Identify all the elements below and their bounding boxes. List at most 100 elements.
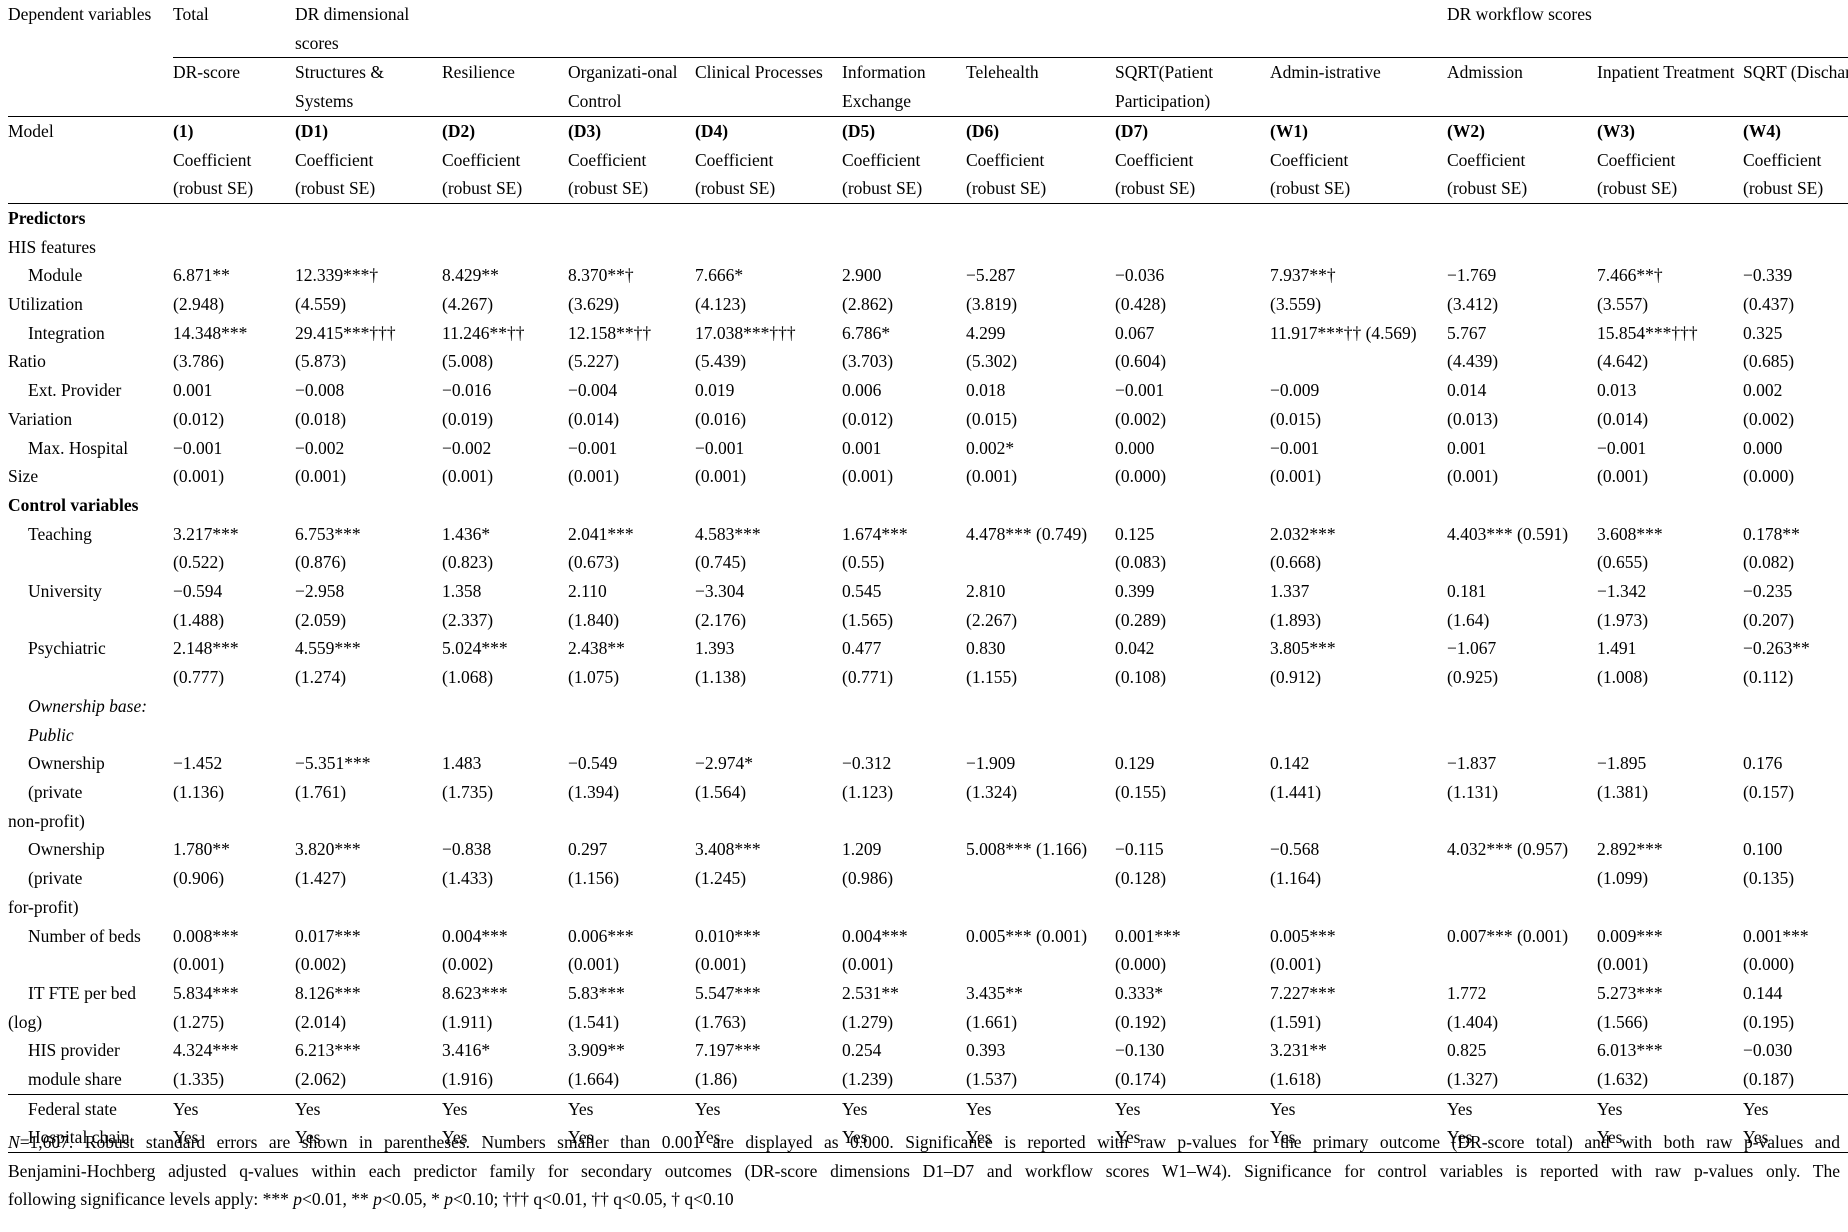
- group-total: Total: [173, 4, 209, 24]
- coefficient-value: 3.217***: [173, 523, 239, 544]
- standard-error-value: (0.522): [173, 552, 225, 573]
- empty-cell: [295, 491, 442, 520]
- coefficient-value: 2.148***: [173, 638, 239, 659]
- coefficient-label: Coefficient: [695, 149, 774, 170]
- fixed-effect-value: Yes: [1270, 1123, 1447, 1154]
- section-predictors: Predictors: [8, 203, 1848, 232]
- coefficient-value: 8.429**: [442, 265, 499, 286]
- se-label: (robust SE): [1743, 174, 1848, 204]
- standard-error-value: (3.786): [173, 351, 225, 372]
- empty-cell: [1270, 57, 1447, 59]
- coefficient-value: 0.017***: [295, 925, 361, 946]
- coefficient-value: 15.854***†††: [1597, 322, 1698, 343]
- standard-error-value: (3.629): [568, 294, 620, 315]
- table-note: N=1,607. Robust standard errors are show…: [8, 1128, 1840, 1214]
- standard-error-value: (0.001): [1270, 466, 1322, 487]
- data-row-extra: for-profit): [8, 893, 1848, 922]
- coefficient-value: 4.403*** (0.591): [1447, 523, 1569, 544]
- coefficient-value: 0.007*** (0.001): [1447, 925, 1569, 946]
- standard-error-value: (0.083): [1115, 552, 1167, 573]
- fixed-effect-value: Yes: [966, 1098, 992, 1119]
- coefficient-value: 1.780**: [173, 839, 230, 860]
- standard-error-value: (5.008): [442, 351, 494, 372]
- data-row-coef: HIS provider 4.324*** 6.213*** 3.416* 3.909*…: [8, 1036, 1848, 1065]
- coefficient-value: −2.974*: [695, 753, 753, 774]
- model-number: (D4): [695, 120, 729, 141]
- standard-error-value: (0.012): [173, 408, 225, 429]
- data-row-se: module share (1.335) (2.062) (1.916) (1.664)…: [8, 1065, 1848, 1095]
- standard-error-value: (1.564): [695, 781, 747, 802]
- model-number: (D3): [568, 120, 602, 141]
- standard-error-value: (1.075): [568, 667, 620, 688]
- standard-error-value: (1.335): [173, 1065, 295, 1095]
- empty-cell: [1447, 233, 1597, 262]
- empty-cell: [8, 57, 173, 117]
- standard-error-value: (0.906): [173, 868, 225, 889]
- coefficient-value: 1.491: [1597, 638, 1637, 659]
- empty-cell: [173, 491, 295, 520]
- note-text-3c: <0.05, *: [381, 1189, 445, 1210]
- empty-cell: [842, 491, 966, 520]
- coefficient-value: 2.892***: [1597, 839, 1663, 860]
- coefficient-value: 6.213***: [295, 1040, 361, 1061]
- coefficient-value: −5.287: [966, 265, 1016, 286]
- standard-error-value: (1.537): [966, 1065, 1115, 1095]
- standard-error-value: (0.655): [1597, 552, 1649, 573]
- coefficient-value: 0.297: [568, 839, 608, 860]
- coefficient-value: 0.001***: [1743, 925, 1809, 946]
- header-row-columns: DR-score Structures & Systems Resilience Or…: [8, 57, 1848, 117]
- coefficient-value: −0.001: [1597, 437, 1647, 458]
- header-row-groups: Dependent variables Total DR dimensional s…: [8, 0, 1848, 57]
- coefficient-value: 11.917***†† (4.569): [1270, 322, 1417, 343]
- standard-error-value: (1.381): [1597, 781, 1649, 802]
- row-label: Teaching: [28, 523, 92, 544]
- data-row-se: Size (0.001) (0.001) (0.001) (0.001) (0.001) (…: [8, 462, 1848, 491]
- fixed-effect-value: Yes: [295, 1123, 442, 1154]
- empty-cell: [173, 233, 295, 262]
- fixed-effect-value: Yes: [295, 1098, 321, 1119]
- coefficient-value: −1.342: [1597, 581, 1647, 602]
- standard-error-value: (1.433): [442, 868, 494, 889]
- coefficient-value: 0.393: [966, 1040, 1006, 1061]
- coefficient-value: 0.004***: [442, 925, 508, 946]
- coefficient-value: −0.002: [295, 437, 345, 458]
- coefficient-value: −0.339: [1743, 265, 1793, 286]
- coefficient-value: 0.000: [1115, 437, 1155, 458]
- coefficient-value: 1.674***: [842, 523, 908, 544]
- fixed-effect-value: Yes: [1597, 1123, 1743, 1154]
- empty-cell: [966, 57, 1115, 59]
- fixed-effect-value: Yes: [1597, 1098, 1623, 1119]
- empty-cell: [1115, 0, 1270, 57]
- coefficient-value: 3.408***: [695, 839, 761, 860]
- standard-error-value: (1.893): [1270, 609, 1322, 630]
- coefficient-value: 0.254: [842, 1040, 882, 1061]
- data-row-coef: Psychiatric 2.148*** 4.559*** 5.024*** 2.438…: [8, 634, 1848, 663]
- row-label-continued: [8, 548, 173, 577]
- standard-error-value: (0.001): [842, 466, 894, 487]
- fixed-effect-value: Yes: [1270, 1098, 1296, 1119]
- empty-cell: [695, 491, 842, 520]
- coefficient-value: 0.014: [1447, 380, 1487, 401]
- standard-error-value: (1.327): [1447, 1065, 1597, 1095]
- empty-cell: [1270, 203, 1447, 232]
- empty-cell: [295, 692, 442, 749]
- coefficient-value: 0.825: [1447, 1040, 1487, 1061]
- standard-error-value: (1.156): [568, 868, 620, 889]
- standard-error-value: (0.015): [966, 408, 1018, 429]
- coefficient-value: 2.531**: [842, 982, 899, 1003]
- coefficient-value: 11.246**††: [442, 322, 525, 343]
- standard-error-value: (0.000): [1743, 466, 1795, 487]
- row-label: Ownership: [28, 753, 105, 774]
- coefficient-value: 0.002*: [966, 437, 1015, 458]
- empty-cell: [1597, 491, 1743, 520]
- coefficient-value: 0.129: [1115, 753, 1155, 774]
- model-number: (D5): [842, 120, 876, 141]
- row-label: University: [28, 581, 102, 602]
- coefficient-value: 3.805***: [1270, 638, 1336, 659]
- standard-error-value: (0.128): [1115, 868, 1167, 889]
- empty-cell: [966, 807, 1115, 836]
- data-row-coef: Ownership 1.780** 3.820*** −0.838 0.297 3.408…: [8, 835, 1848, 864]
- coefficient-value: 2.032***: [1270, 523, 1336, 544]
- empty-cell: [1597, 692, 1743, 749]
- coefficient-value: 3.909**: [568, 1040, 625, 1061]
